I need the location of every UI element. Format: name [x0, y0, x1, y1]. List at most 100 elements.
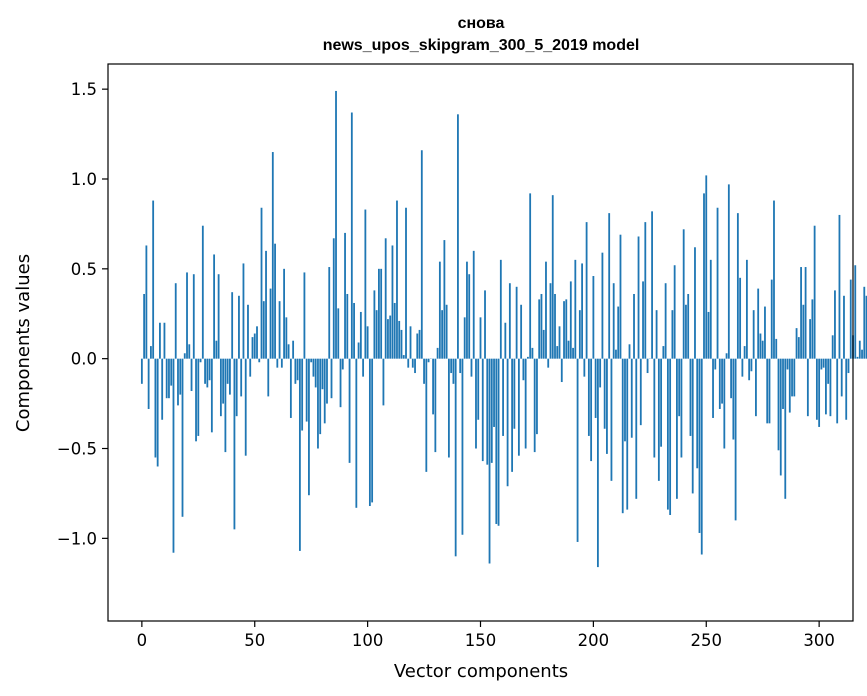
bar-105 — [378, 268, 380, 359]
bar-169 — [522, 358, 525, 381]
bar-155 — [490, 358, 493, 463]
bar-64 — [285, 317, 288, 359]
bar-76 — [312, 358, 315, 377]
bar-198 — [587, 358, 590, 436]
bar-96 — [357, 342, 360, 359]
bar-124 — [420, 150, 423, 359]
bar-77 — [314, 358, 317, 388]
bar-177 — [540, 293, 543, 359]
x-tick-label-150: 150 — [465, 631, 497, 650]
bar-215 — [626, 358, 629, 510]
bar-151 — [481, 358, 484, 462]
bar-286 — [786, 358, 789, 370]
y-tick-label-3: 0.5 — [71, 260, 97, 279]
bar-8 — [159, 322, 161, 359]
bar-123 — [418, 329, 421, 359]
bar-220 — [637, 236, 640, 359]
bar-174 — [533, 358, 536, 453]
y-axis-label: Components values — [13, 254, 34, 432]
bar-104 — [375, 310, 378, 359]
bar-297 — [811, 299, 814, 359]
bar-86 — [335, 90, 337, 359]
bar-5 — [152, 200, 155, 359]
bar-239 — [680, 358, 683, 458]
bar-245 — [694, 247, 696, 359]
bar-184 — [556, 346, 559, 359]
bar-287 — [788, 358, 791, 413]
bar-197 — [585, 222, 588, 359]
bar-218 — [633, 293, 635, 359]
bar-187 — [563, 301, 565, 359]
bar-310 — [840, 358, 843, 397]
bar-258 — [723, 358, 726, 449]
bar-103 — [373, 290, 376, 359]
bar-188 — [565, 299, 568, 359]
bar-85 — [332, 238, 335, 359]
bar-202 — [596, 358, 599, 568]
bar-190 — [569, 281, 572, 359]
bar-55 — [265, 250, 267, 359]
bar-61 — [278, 301, 281, 359]
bar-189 — [567, 340, 570, 359]
bar-134 — [443, 240, 446, 359]
bar-268 — [745, 259, 748, 359]
bar-195 — [581, 263, 583, 359]
bar-97 — [359, 311, 362, 359]
x-tick-label-100: 100 — [352, 631, 384, 650]
bar-231 — [662, 346, 665, 359]
bar-211 — [617, 306, 620, 359]
bar-114 — [398, 320, 401, 359]
bar-93 — [350, 112, 353, 359]
bar-146 — [470, 358, 473, 377]
bar-246 — [696, 358, 699, 469]
bar-83 — [328, 267, 331, 359]
x-tick-label-200: 200 — [578, 631, 610, 650]
bar-70 — [298, 358, 301, 551]
bar-150 — [479, 317, 482, 359]
y-tick-label-5: 1.5 — [71, 80, 97, 99]
bar-35 — [219, 358, 222, 417]
bar-240 — [682, 229, 685, 359]
bar-125 — [423, 358, 425, 384]
bar-143 — [463, 317, 466, 359]
bar-57 — [269, 288, 272, 359]
bar-209 — [612, 283, 615, 359]
bar-167 — [517, 358, 520, 456]
bar-159 — [499, 259, 502, 359]
bar-269 — [748, 358, 751, 381]
bar-13 — [170, 358, 173, 386]
bar-46 — [244, 358, 247, 456]
bar-173 — [531, 347, 534, 359]
bar-32 — [213, 254, 216, 359]
bar-170 — [524, 358, 527, 449]
bar-1 — [143, 293, 146, 359]
bar-29 — [206, 358, 209, 388]
bar-138 — [452, 358, 455, 384]
y-tick-label-4: 1.0 — [71, 170, 97, 189]
bar-236 — [673, 265, 676, 359]
bar-131 — [436, 347, 439, 359]
bar-17 — [179, 358, 182, 395]
bar-204 — [601, 252, 604, 359]
bar-171 — [527, 356, 529, 359]
bar-317 — [856, 356, 859, 359]
bar-33 — [215, 340, 218, 359]
bar-238 — [678, 358, 681, 417]
bar-38 — [226, 358, 229, 384]
bar-63 — [283, 268, 285, 359]
bar-156 — [493, 358, 495, 427]
bar-39 — [229, 358, 231, 395]
bar-12 — [168, 358, 170, 399]
bar-179 — [545, 261, 547, 359]
bar-23 — [192, 274, 195, 359]
bar-213 — [621, 358, 624, 514]
bar-113 — [396, 200, 398, 359]
bar-147 — [472, 250, 475, 359]
bar-153 — [486, 358, 489, 465]
bar-320 — [863, 286, 866, 359]
bar-9 — [161, 358, 164, 420]
bar-87 — [337, 308, 340, 359]
bar-81 — [323, 358, 326, 424]
bar-165 — [513, 358, 516, 429]
bar-270 — [750, 358, 753, 372]
